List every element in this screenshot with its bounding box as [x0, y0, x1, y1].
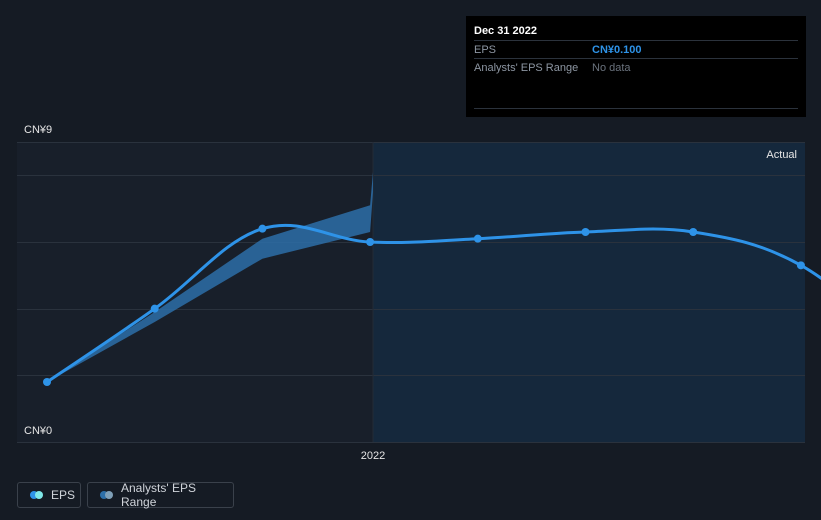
legend-range-swatch [100, 491, 108, 499]
eps-point[interactable] [473, 234, 482, 243]
actual-region-label: Actual [766, 149, 797, 161]
eps-point[interactable] [796, 261, 805, 270]
legend-eps-label: EPS [51, 488, 76, 502]
legend-range-icon [100, 491, 113, 499]
actual-region [373, 142, 805, 442]
tooltip-divider [474, 108, 798, 109]
tooltip-range-value: No data [592, 62, 631, 74]
gridlines [17, 142, 805, 443]
eps-tooltip: Dec 31 2022 EPS CN¥0.100 Analysts' EPS R… [466, 16, 806, 117]
x-tick-label-2022: 2022 [361, 450, 385, 462]
legend-eps[interactable]: EPS [17, 482, 81, 508]
eps-point[interactable] [366, 238, 375, 246]
legend-analyst-eps-range[interactable]: Analysts' EPS Range [87, 481, 234, 509]
legend-eps-icon [30, 491, 43, 499]
legend-eps-swatch [30, 491, 38, 499]
tooltip-date: Dec 31 2022 [474, 25, 537, 37]
legend-range-swatch-2 [105, 491, 113, 499]
legend-eps-swatch-2 [35, 491, 43, 499]
analyst-eps-range-band [47, 172, 373, 382]
y-tick-label-min: CN¥0 [24, 425, 52, 437]
eps-point[interactable] [258, 224, 267, 233]
y-tick-label-max: CN¥9 [24, 124, 52, 136]
eps-point[interactable] [689, 228, 698, 236]
tooltip-range-label: Analysts' EPS Range [474, 62, 579, 74]
tooltip-eps-value: CN¥0.100 [592, 44, 642, 56]
legend-range-label: Analysts' EPS Range [121, 481, 196, 509]
eps-point[interactable] [150, 304, 159, 313]
tooltip-row-analyst-range: Analysts' EPS Range No data [474, 58, 798, 74]
tooltip-row-eps: EPS CN¥0.100 [474, 40, 798, 56]
eps-points [43, 224, 805, 386]
eps-point[interactable] [581, 228, 590, 236]
eps-point[interactable] [43, 378, 51, 386]
tooltip-eps-label: EPS [474, 44, 497, 56]
